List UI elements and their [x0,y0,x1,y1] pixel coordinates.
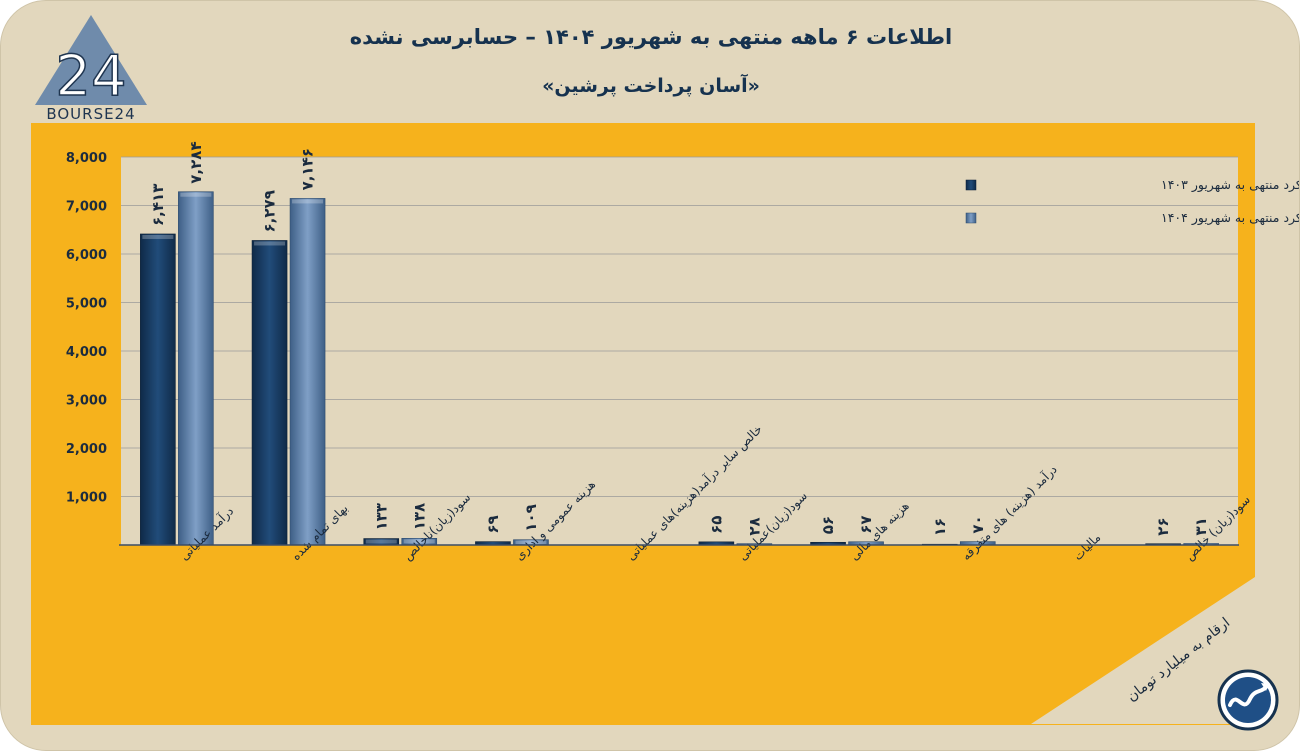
legend-label-1403: عملکرد منتهی به شهریور ۱۴۰۳ [1161,177,1299,193]
bar-value-label: ۳۱ [1192,517,1210,535]
y-axis-tick-labels: 1,000 2,000 3,000 4,000 5,000 6,000 7,000 8,000 [66,151,107,506]
bar-highlight [254,241,286,246]
chart-title: اطلاعات ۶ ماهه منتهی به شهریور ۱۴۰۴ – حس… [349,25,953,49]
bar-value-label: ۶۵ [707,516,725,534]
y-tick-label: 7,000 [66,200,107,215]
logo-mark: 24 [55,44,126,109]
bar-highlight [180,192,212,197]
bar-value-label: ۶,۴۱۳ [149,184,167,226]
y-tick-label: 6,000 [66,248,107,263]
logo-text: BOURSE24 [46,105,136,123]
bar-value-label: ۷۰ [969,515,987,533]
bourse24-logo-icon: 24 [35,15,147,110]
bar-highlight [365,539,397,544]
y-tick-label: 3,000 [66,394,107,409]
bar-1403 [251,240,288,546]
bar-1403 [140,233,176,546]
bar-value-label: ۷,۱۴۶ [299,148,317,190]
bar-value-label: ۶۹ [484,515,502,533]
legend-label-1404: عملکرد منتهی به شهریور ۱۴۰۴ [1161,210,1299,226]
y-tick-label: 5,000 [66,297,107,312]
bar-highlight [515,540,547,544]
legend-swatch-1403 [965,179,977,191]
bar-highlight [142,234,174,239]
y-tick-label: 2,000 [66,442,107,457]
bar-value-label: ۷,۲۸۴ [187,141,205,183]
bar-value-label: ۶,۲۷۹ [261,190,279,232]
bar-value-label: ۲۸ [745,517,763,535]
bar-1404 [289,198,326,546]
bar-highlight [403,539,435,544]
bar-value-label: ۶۷ [857,515,875,533]
bar-value-label: ۲۶ [1154,517,1172,535]
unit-banner [1031,577,1255,724]
legend: عملکرد منتهی به شهریور ۱۴۰۳ عملکرد منتهی… [965,177,1299,226]
bar-1404 [178,191,214,546]
y-tick-label: 8,000 [66,151,107,166]
bars: ۶,۴۱۳ ۷,۲۸۴ ۶,۲۷۹ ۷,۱۴۶ ۱۳۳ ۱۳۸ ۶۹ ۱۰۹ ۶۵ ۲۸ ۵۶ ۶۷ ۱… [140,141,1219,546]
bar-value-label: ۱۶ [931,518,949,536]
bar-value-label: ۱۳۸ [410,503,428,530]
bar-value-label: ۵۶ [819,516,837,534]
bar-highlight [292,199,324,204]
legend-swatch-1404 [965,212,977,224]
bar-value-label: ۱۰۹ [522,504,540,531]
bar-value-label: ۱۳۳ [372,503,390,530]
y-tick-label: 4,000 [66,345,107,360]
company-subtitle: «آسان پرداخت پرشین» [542,75,760,97]
trend-logo-icon [1217,669,1279,731]
y-tick-label: 1,000 [66,491,107,506]
